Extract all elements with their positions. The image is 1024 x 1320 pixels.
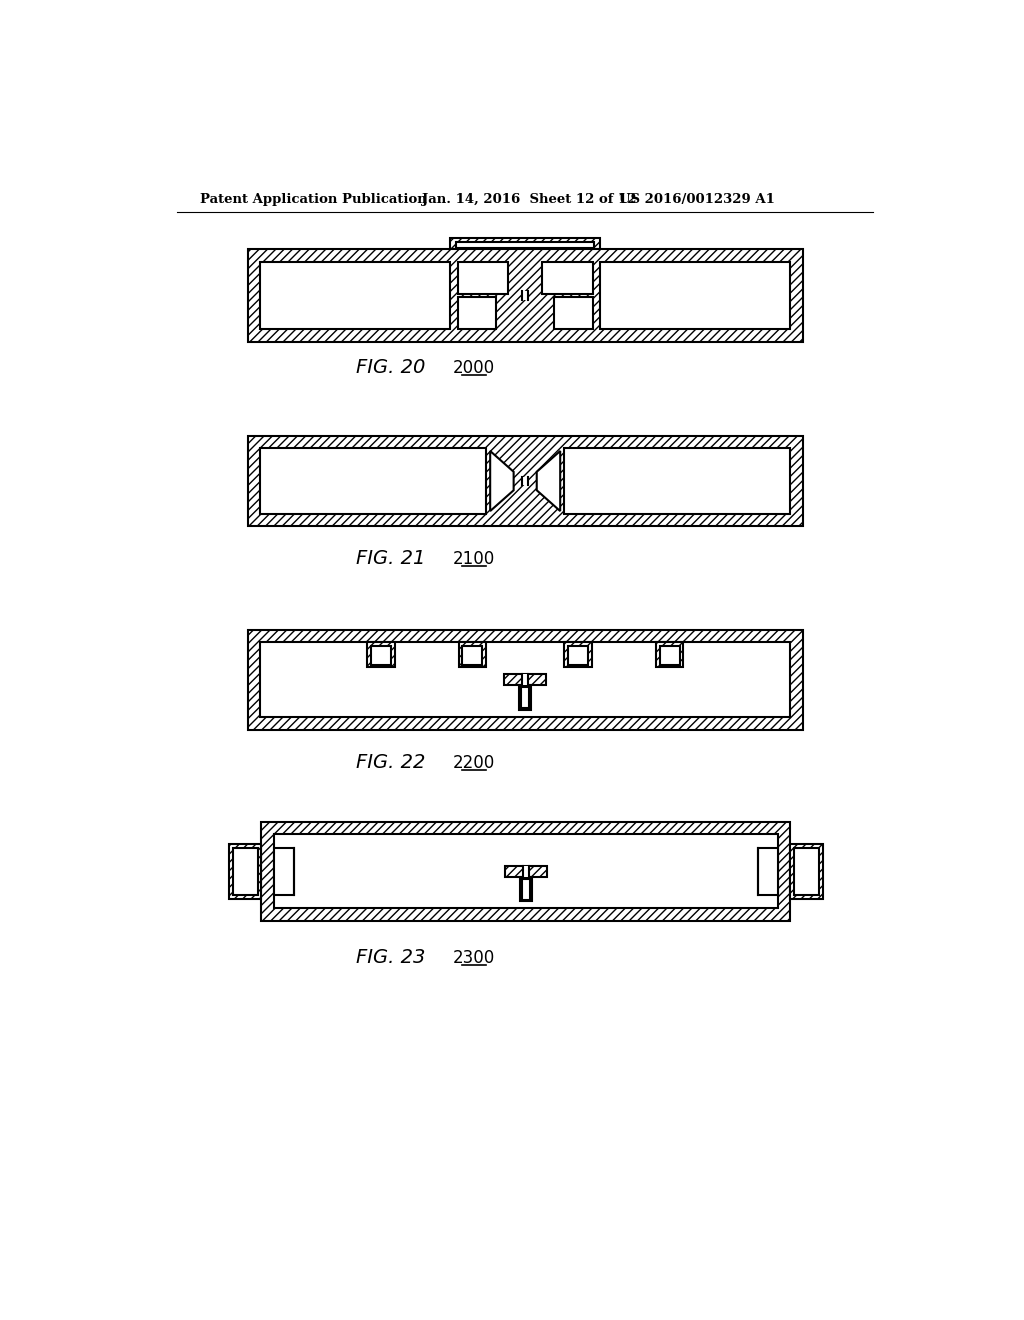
Text: Patent Application Publication: Patent Application Publication — [200, 193, 427, 206]
Bar — [522, 879, 529, 900]
Polygon shape — [537, 451, 560, 511]
Bar — [554, 297, 593, 330]
Bar — [655, 642, 683, 667]
Bar — [458, 297, 496, 330]
Bar — [795, 847, 819, 895]
Text: Jan. 14, 2016  Sheet 12 of 12: Jan. 14, 2016 Sheet 12 of 12 — [422, 193, 636, 206]
Bar — [505, 866, 547, 876]
Bar — [521, 688, 529, 708]
Bar — [520, 876, 532, 902]
Bar — [519, 685, 531, 710]
Bar — [260, 642, 791, 718]
Bar — [522, 675, 528, 685]
Bar — [463, 645, 482, 665]
Bar — [261, 822, 791, 921]
Bar — [659, 645, 680, 665]
Bar — [260, 447, 486, 515]
Bar — [273, 834, 778, 908]
Bar — [371, 645, 391, 665]
Bar — [600, 261, 791, 330]
Bar — [564, 642, 592, 667]
Text: 2300: 2300 — [453, 949, 496, 966]
Bar — [568, 645, 588, 665]
Bar — [791, 843, 823, 899]
Bar — [248, 249, 803, 342]
Bar — [248, 436, 803, 527]
Bar — [451, 238, 600, 249]
Text: 2200: 2200 — [453, 754, 496, 772]
Bar — [367, 642, 394, 667]
Bar — [522, 290, 528, 300]
Bar — [542, 261, 593, 294]
Bar — [505, 675, 546, 685]
Bar — [564, 447, 791, 515]
Polygon shape — [490, 451, 514, 511]
Bar — [522, 478, 528, 484]
Text: US 2016/0012329 A1: US 2016/0012329 A1 — [618, 193, 774, 206]
Text: 2100: 2100 — [453, 550, 496, 568]
Bar — [457, 242, 594, 248]
Text: FIG. 21: FIG. 21 — [356, 549, 426, 569]
Text: FIG. 20: FIG. 20 — [356, 358, 426, 378]
Bar — [273, 847, 294, 895]
Text: FIG. 23: FIG. 23 — [356, 948, 426, 968]
Bar — [523, 866, 529, 876]
Bar — [233, 847, 258, 895]
Bar — [260, 261, 451, 330]
Bar — [458, 261, 508, 294]
Text: 2000: 2000 — [453, 359, 495, 376]
Bar — [229, 843, 261, 899]
Bar — [248, 630, 803, 730]
Bar — [758, 847, 778, 895]
Text: FIG. 22: FIG. 22 — [356, 754, 426, 772]
Bar — [459, 642, 486, 667]
